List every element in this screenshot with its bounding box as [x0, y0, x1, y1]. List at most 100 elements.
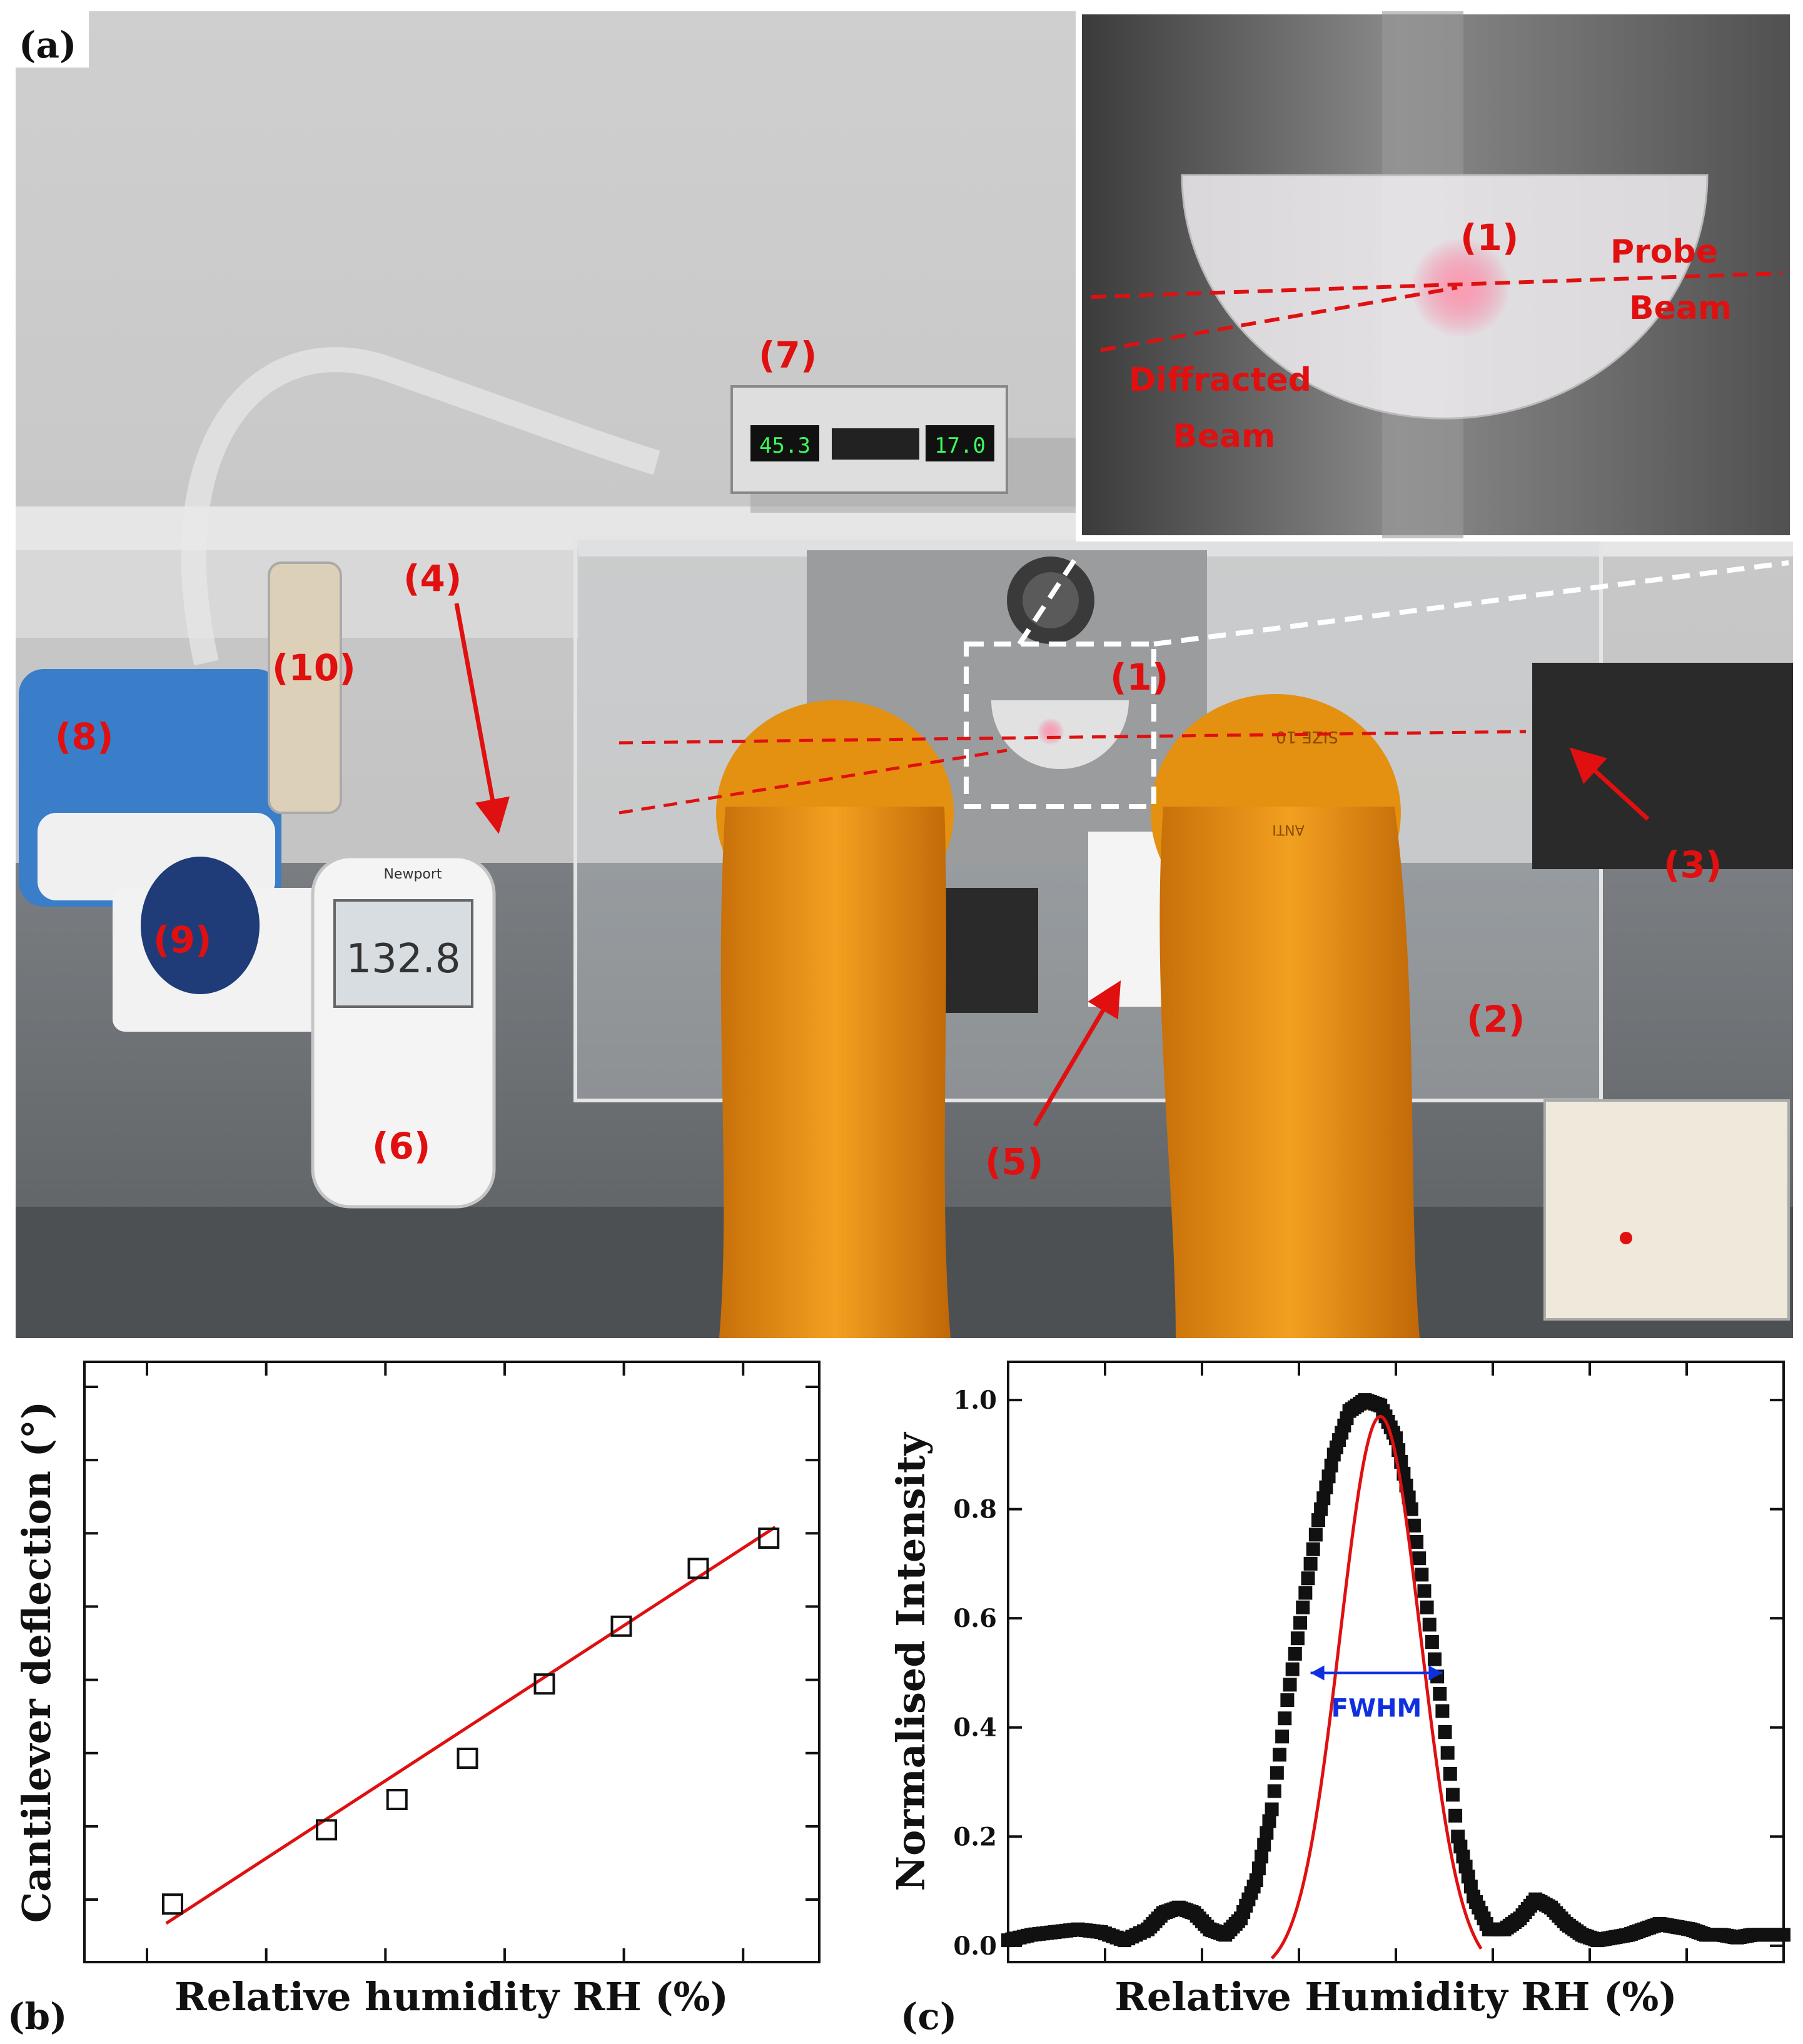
- chart-c-point: [1448, 1808, 1463, 1823]
- panel-a-label: (a): [19, 24, 76, 66]
- chart-c-point: [1308, 1528, 1323, 1542]
- chart-c-point: [1311, 1513, 1325, 1528]
- chart-c-point: [1404, 1502, 1418, 1516]
- chart-c-point: [1433, 1686, 1447, 1701]
- chart-b-point: [533, 1673, 555, 1695]
- panel-b-label: (b): [8, 1995, 67, 2038]
- chart-c-point: [1262, 1814, 1276, 1828]
- chart-c-point: [1417, 1584, 1432, 1598]
- callout-6: (6): [372, 1125, 430, 1167]
- inset-beam-label-1: Beam: [1629, 289, 1732, 327]
- controller-reading-left: 45.3: [759, 433, 811, 458]
- callout-9: (9): [153, 919, 211, 961]
- chart-c-ytick-label: 0.8: [953, 1495, 997, 1524]
- laser-stage: [1532, 663, 1793, 869]
- meter-brand: Newport: [383, 867, 442, 882]
- meter-screen: [333, 899, 473, 1008]
- chart-c-point: [1267, 1784, 1281, 1798]
- left-glove: [719, 807, 951, 1338]
- chart-c-point: [1415, 1568, 1429, 1582]
- controller-display-right: [926, 425, 994, 461]
- arrow-3: [1569, 747, 1650, 821]
- chart-c-ytick-label: 0.4: [953, 1713, 997, 1743]
- chart-b-point: [457, 1748, 478, 1769]
- inset-beam-label-2: Beam: [1173, 418, 1275, 455]
- chart-b-point: [758, 1528, 780, 1549]
- fwhm-label: FWHM: [1331, 1694, 1422, 1723]
- callout-10: (10): [272, 647, 356, 689]
- chart-b-point: [687, 1558, 709, 1579]
- chart-b-point: [610, 1615, 632, 1637]
- chart-b-ylabel: Cantilever deflection (°): [14, 1401, 59, 1923]
- chart-b-frame: [83, 1361, 821, 1963]
- chart-c-points: [1001, 1393, 1790, 1948]
- chart-b-point: [162, 1893, 183, 1915]
- chart-c-point: [1260, 1826, 1274, 1840]
- chart-b-xlabel: Relative humidity RH (%): [174, 1974, 729, 2020]
- chart-c-point: [1425, 1635, 1439, 1649]
- inset-diffracted-label: Diffracted: [1129, 361, 1311, 399]
- foam-block: [1088, 832, 1163, 1007]
- callout-4: (4): [403, 557, 462, 600]
- chart-b-ticks: [84, 1362, 819, 1962]
- chart-c-point: [1428, 1652, 1442, 1666]
- meter-reading: 132.8: [346, 936, 460, 982]
- chart-c-point: [1296, 1600, 1310, 1614]
- arrow-5: [1033, 980, 1121, 1127]
- right-glove: [1159, 807, 1420, 1338]
- chart-c-point: [1293, 1616, 1308, 1630]
- chart-c-point: [1275, 1729, 1290, 1744]
- chart-c-point: [1440, 1746, 1455, 1760]
- chart-c-point: [1306, 1542, 1320, 1556]
- fwhm-arrowhead-left: [1310, 1665, 1325, 1681]
- chart-c-point: [1420, 1600, 1434, 1614]
- chart-c-point: [1301, 1571, 1315, 1586]
- chart-c-point: [1443, 1766, 1457, 1781]
- chart-c-point: [1278, 1711, 1292, 1726]
- pump: [141, 857, 260, 994]
- chart-c-point: [1270, 1766, 1284, 1780]
- chart-c-point: [1422, 1618, 1437, 1632]
- chart-b-fit-line: [165, 1526, 776, 1925]
- lab-setup-photo: 45.3 17.0 132.8 Newport SIZE 10 ANTI: [14, 8, 1796, 1338]
- arrow-4: [454, 603, 510, 834]
- chart-c-point: [1401, 1490, 1416, 1504]
- zoom-line: [1153, 560, 1789, 647]
- chart-b-fit: [165, 1526, 776, 1925]
- chart-c-point: [1316, 1491, 1331, 1506]
- chart-c-fit-curve: [1270, 1414, 1483, 1960]
- callout-2: (2): [1467, 998, 1525, 1040]
- desiccant-column: [268, 561, 342, 814]
- chart-c-point: [1249, 1873, 1263, 1888]
- controller-display-left: [750, 425, 819, 461]
- laser-driver: [1543, 1099, 1790, 1321]
- chart-c-ytick-label: 0.0: [953, 1931, 997, 1961]
- callout-8: (8): [55, 715, 113, 758]
- inset-diffracted-beam: [1100, 286, 1458, 352]
- callout-1: (1): [1110, 656, 1168, 698]
- tube: [181, 347, 660, 666]
- chart-c-point: [1290, 1631, 1305, 1646]
- chart-c-ytick-label: 0.6: [953, 1604, 997, 1633]
- chart-c-point: [1265, 1802, 1279, 1816]
- chart-c-point: [1273, 1748, 1286, 1762]
- chart-c-point: [1410, 1535, 1424, 1549]
- chart-c-point: [1303, 1556, 1318, 1571]
- chart-c-ticks: 0.0 0.2 0.4 0.6 0.8 1.0: [953, 1362, 1784, 1962]
- chart-b-point: [316, 1819, 337, 1841]
- callout-5: (5): [985, 1140, 1043, 1183]
- chart-c-point: [1407, 1518, 1421, 1533]
- diffracted-beam-line: [619, 748, 1008, 815]
- chart-c-point: [1435, 1704, 1450, 1718]
- chart-c-point: [1319, 1480, 1333, 1494]
- chart-c-ytick-label: 1.0: [953, 1386, 997, 1415]
- zoom-region-box: [964, 642, 1156, 809]
- controller-reading-right: 17.0: [934, 433, 986, 458]
- chart-c-ylabel: Normalised Intensity: [888, 1431, 934, 1891]
- chart-c-fit: [1270, 1414, 1483, 1960]
- callout-7: (7): [759, 334, 817, 376]
- chart-c-point: [1288, 1646, 1302, 1661]
- chart-c-point: [1412, 1551, 1427, 1566]
- glove-size-text: SIZE 10: [1276, 727, 1338, 746]
